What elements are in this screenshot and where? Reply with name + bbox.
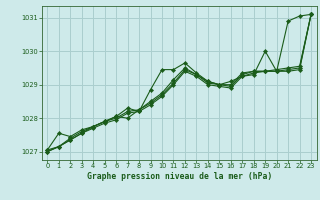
X-axis label: Graphe pression niveau de la mer (hPa): Graphe pression niveau de la mer (hPa) (87, 172, 272, 181)
